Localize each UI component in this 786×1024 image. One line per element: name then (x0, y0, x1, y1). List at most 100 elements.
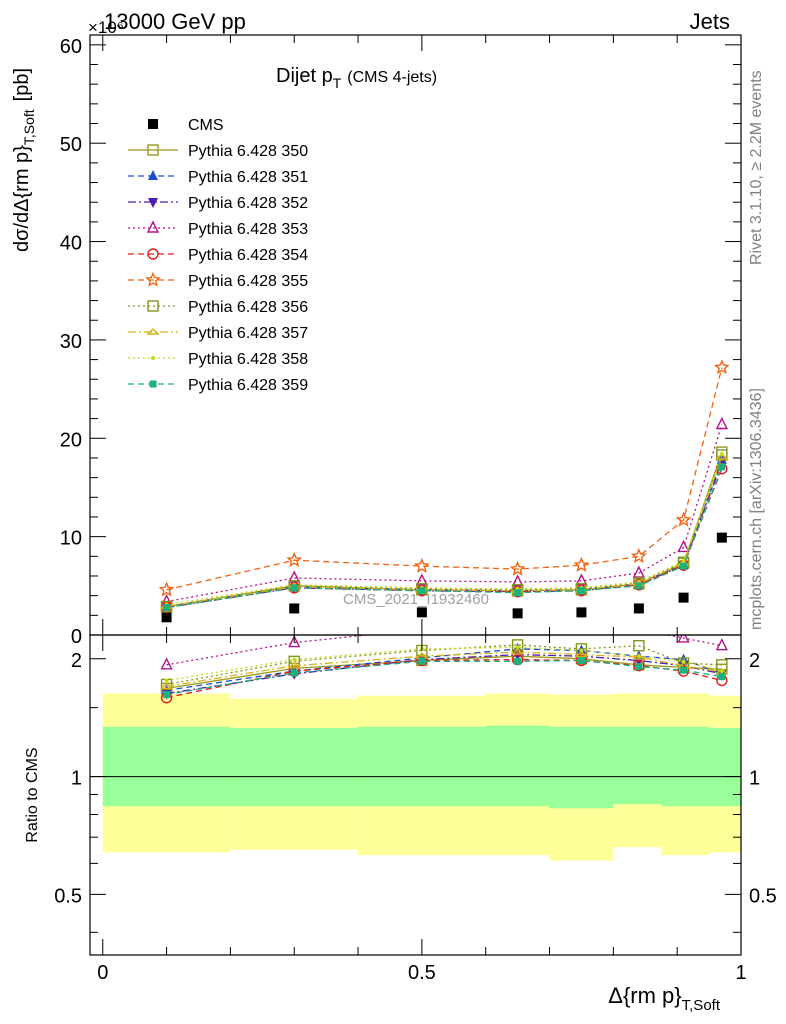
ratio-point (680, 666, 688, 674)
x-axis-label-main: Δ{rm p} (608, 983, 681, 1008)
ratio-point (159, 682, 174, 690)
data-point (512, 608, 523, 619)
legend-marker (149, 380, 157, 388)
legend-marker (148, 170, 158, 180)
legend-entry: Pythia 6.428 359 (128, 377, 308, 394)
ratio-point (574, 650, 589, 658)
ratio-point (160, 657, 173, 670)
legend-marker (147, 144, 159, 156)
ratio-point (579, 648, 584, 653)
data-point (680, 562, 688, 570)
ratio-curves (159, 635, 729, 704)
data-point (715, 452, 729, 460)
legend-entry: Pythia 6.428 356 (128, 299, 308, 316)
stat-uncertainty-band (709, 728, 741, 807)
x-axis-label-sub: T,Soft (682, 997, 721, 1014)
ratio-y-axis-label: Ratio to CMS (24, 747, 41, 842)
ratio-y-tick-label-right: 2 (749, 650, 760, 672)
data-point (630, 547, 647, 564)
legend-label: Pythia 6.428 356 (188, 299, 308, 316)
legend-entry: Pythia 6.428 353 (128, 220, 308, 238)
data-point (675, 511, 692, 527)
header-exponent: ×10⁶ (88, 18, 124, 37)
ratio-series-line (166, 635, 723, 666)
ratio-point (510, 648, 525, 655)
ratio-point (636, 654, 641, 659)
y-tick-label: 10 (60, 528, 82, 550)
data-point (719, 452, 724, 457)
ratio-point (514, 657, 522, 665)
ratio-point (632, 653, 646, 660)
legend-entry: Pythia 6.428 350 (128, 143, 308, 160)
side-label-mcplots: mcplots.cern.ch [arXiv:1306.3436] (748, 388, 765, 630)
legend-label: Pythia 6.428 357 (188, 325, 308, 342)
ratio-point (635, 663, 643, 671)
main-series (161, 532, 727, 623)
ratio-point (512, 650, 523, 661)
data-point (413, 557, 430, 573)
legend-marker (145, 271, 161, 287)
ratio-y-tick-label-right: 0.5 (749, 885, 777, 907)
legend-marker (147, 300, 159, 312)
ratio-point (633, 659, 645, 672)
main-series (158, 359, 730, 597)
ratio-y-tick-label-right: 1 (749, 768, 760, 790)
ratio-point (288, 635, 301, 648)
data-point (418, 587, 426, 595)
y-tick-label: 20 (60, 429, 82, 451)
legend-entry: Pythia 6.428 357 (128, 325, 308, 342)
data-point (573, 556, 590, 572)
ratio-point (287, 661, 301, 669)
side-label-rivet: Rivet 3.1.10, ≥ 2.2M events (748, 70, 765, 265)
data-point (161, 612, 172, 623)
data-point (290, 584, 298, 592)
legend-label: Pythia 6.428 352 (188, 195, 308, 212)
main-series-line (166, 367, 723, 591)
ratio-uncertainty-bands (90, 693, 741, 861)
data-point (632, 565, 646, 578)
main-series-line (166, 453, 723, 606)
x-tick-label: 1 (735, 962, 746, 984)
chart-title-main: Dijet p (276, 65, 333, 87)
data-point (158, 581, 175, 597)
legend-label: Pythia 6.428 350 (188, 143, 308, 160)
data-point (715, 416, 728, 430)
ratio-y-tick-label-left: 2 (71, 650, 82, 672)
ratio-point (577, 656, 585, 664)
stat-uncertainty-band (613, 726, 662, 805)
legend-entry: Pythia 6.428 355 (128, 271, 308, 290)
ratio-point (164, 678, 169, 683)
main-series (160, 416, 728, 607)
legend-entry: Pythia 6.428 358 (128, 351, 308, 368)
y-tick-label: 40 (60, 233, 82, 255)
data-point (511, 574, 524, 587)
legend-label: CMS (188, 117, 224, 134)
x-axis-label: Δ{rm p}T,Soft (608, 983, 721, 1014)
data-point (509, 560, 526, 576)
data-point (681, 559, 686, 564)
ratio-frame (89, 634, 742, 956)
stat-uncertainty-band (102, 726, 231, 807)
ratio-point (292, 657, 297, 662)
chart-title-note: (CMS 4-jets) (347, 69, 437, 86)
ratio-point (418, 657, 426, 665)
main-y-axis-label-main: dσ/dΔ{rm p} (11, 145, 33, 252)
y-tick-label: 30 (60, 331, 82, 353)
data-point (288, 570, 301, 583)
data-point (163, 603, 171, 611)
data-point (577, 587, 585, 595)
stat-uncertainty-band (549, 726, 614, 809)
ratio-series-line (166, 655, 722, 690)
legend-marker (146, 328, 160, 335)
legend-entry: Pythia 6.428 351 (128, 169, 308, 186)
legend-label: Pythia 6.428 358 (188, 351, 308, 368)
legend-label: Pythia 6.428 359 (188, 377, 308, 394)
legend-entry: CMS (148, 117, 224, 134)
legend-label: Pythia 6.428 353 (188, 221, 308, 238)
ratio-point (515, 645, 520, 650)
axes: 0 10 20 30 40 50 60 0 0.5 1 0.5 0.5 1 1 2 2 (54, 34, 777, 984)
main-series (163, 463, 726, 611)
data-point (678, 592, 689, 603)
legend-label: Pythia 6.428 354 (188, 247, 308, 264)
y-tick-label: 60 (60, 36, 82, 58)
